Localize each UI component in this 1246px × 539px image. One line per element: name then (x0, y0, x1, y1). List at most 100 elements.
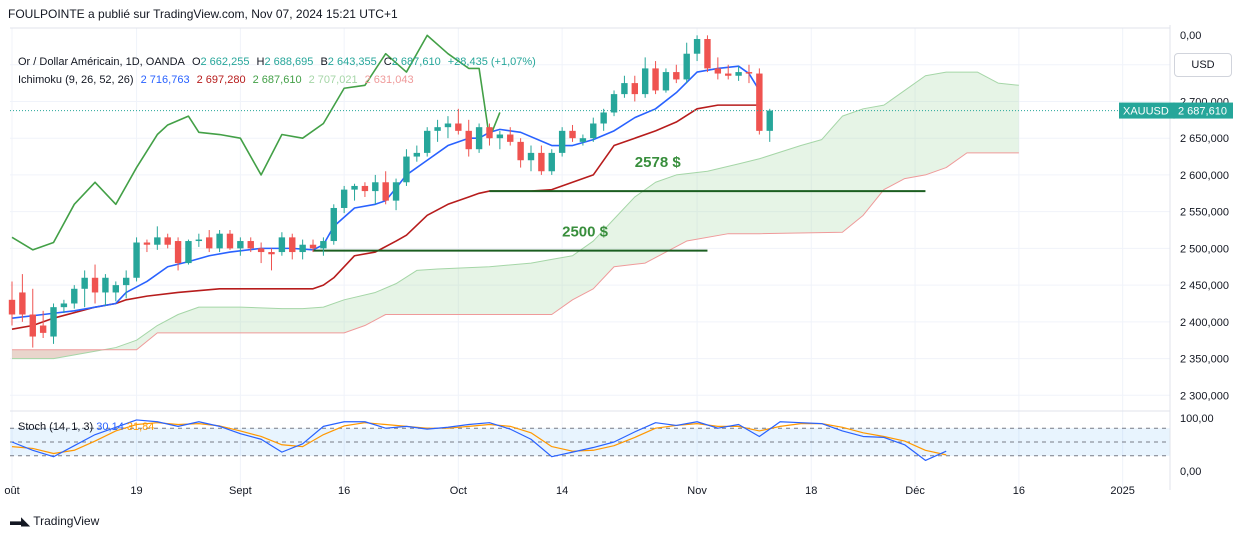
candle-body (548, 152, 555, 172)
candle-body (257, 248, 265, 253)
candle-body (133, 242, 140, 278)
x-tick-label: 19 (130, 485, 142, 497)
ichimoku-span-b-value: 2 631,043 (364, 74, 414, 86)
candle-body (340, 189, 348, 208)
candle-body (673, 72, 680, 80)
candle-body (403, 156, 410, 183)
stoch-d-value: 31,84 (126, 421, 155, 433)
candle-body (122, 277, 130, 286)
candle-body (351, 185, 358, 190)
y-tick-label: 2 550,000 (1180, 207, 1229, 219)
ichimoku-chikou-value: 2 687,610 (252, 74, 302, 86)
stoch-legend: Stoch (14, 1, 3) 30,14 31,84 (18, 421, 154, 433)
candle-body (610, 94, 618, 113)
candle-body (247, 241, 254, 249)
price-tag-symbol-bg (1119, 102, 1175, 119)
y-tick-label: 2 450,000 (1180, 280, 1229, 292)
ohlc-open: O2 662,255 (191, 56, 250, 68)
x-tick-label: 18 (805, 485, 817, 497)
candle-body (164, 237, 171, 245)
price-tag-value-bg (1173, 102, 1233, 119)
candle-body (50, 307, 57, 337)
candle-body (278, 237, 286, 253)
symbol-legend: Or / Dollar Américain, 1D, OANDA O2 662,… (18, 56, 540, 68)
symbol-name: Or / Dollar Américain, 1D, OANDA (18, 56, 185, 68)
candle-body (29, 314, 36, 337)
candle-body (382, 182, 389, 201)
candle-body (320, 241, 327, 249)
candle-body (91, 277, 99, 293)
candle-body (756, 73, 763, 131)
candle-body (8, 299, 16, 315)
candle-body (766, 110, 773, 131)
brand-name: TradingView (33, 514, 100, 528)
x-tick-label: Nov (687, 485, 707, 497)
ohlc-high: H2 688,695 (256, 56, 314, 68)
x-tick-label: Oct (450, 485, 467, 497)
currency-button[interactable]: USD (1174, 53, 1232, 77)
candle-body (496, 134, 504, 139)
x-tick-label: 16 (338, 485, 350, 497)
candle-body (143, 242, 151, 245)
candle-body (174, 241, 182, 264)
senkou-span-a-line (12, 71, 1019, 360)
candles (8, 35, 773, 348)
support-lines: 2578 $ 2500 $ (313, 154, 926, 252)
candle-body (704, 39, 711, 69)
candle-body (413, 152, 421, 157)
candle-body (527, 152, 535, 161)
x-tick-label: Sept (229, 485, 252, 497)
footer-brand: ▬◣ TradingView (10, 514, 99, 528)
x-tick-label: 2025 (1110, 485, 1134, 497)
ichimoku-label: Ichimoku (9, 26, 52, 26) (18, 74, 134, 86)
y-tick-label: 2 650,000 (1180, 133, 1229, 145)
stoch-axis-top: 100,00 (1180, 413, 1214, 425)
candle-body (361, 185, 369, 192)
support-label: 2500 $ (562, 224, 609, 241)
candle-body (538, 152, 545, 172)
stoch-k-value: 30,14 (96, 421, 124, 433)
candle-body (725, 73, 732, 76)
candle-body (455, 123, 462, 131)
candle-body (372, 182, 379, 192)
candle-body (39, 325, 47, 333)
candle-body (579, 138, 587, 142)
candle-body (19, 292, 26, 315)
chikou-line (11, 34, 501, 251)
candle-body (81, 277, 88, 289)
price-tag-value: 2 687,610 (1178, 106, 1227, 118)
cloud-fill-bull (12, 72, 1019, 359)
ichimoku-tenkan-value: 2 716,763 (140, 74, 190, 86)
candle-body (195, 239, 203, 242)
candle-body (683, 53, 690, 80)
candle-body (641, 68, 649, 95)
ichimoku-span-a-value: 2 707,021 (308, 74, 358, 86)
candle-body (714, 68, 722, 74)
candle-body (112, 285, 119, 293)
x-tick-label: 14 (556, 485, 568, 497)
stoch-label: Stoch (14, 1, 3) (18, 421, 94, 433)
ichimoku-kijun-value: 2 697,280 (196, 74, 246, 86)
stoch-panel (10, 410, 1170, 461)
y-tick-label: 2 300,000 (1180, 390, 1229, 402)
x-tick-label: 16 (1013, 485, 1025, 497)
candle-body (745, 72, 753, 74)
y-tick-label: 2 400,000 (1180, 317, 1229, 329)
candle-body (424, 130, 431, 153)
candle-body (71, 288, 78, 304)
candle-body (569, 130, 576, 139)
candle-body (590, 123, 597, 139)
candle-body (185, 241, 192, 264)
candle-body (60, 303, 68, 308)
x-tick-label: oût (4, 485, 19, 497)
candle-body (652, 68, 659, 91)
candle-body (226, 233, 234, 249)
publish-info: FOULPOINTE a publié sur TradingView.com,… (8, 7, 398, 21)
candle-body (289, 237, 296, 253)
candle-body (154, 237, 161, 245)
ohlc-close: C2 687,610 (383, 56, 441, 68)
stoch-k-line (11, 419, 947, 461)
kijun-line (11, 104, 760, 330)
